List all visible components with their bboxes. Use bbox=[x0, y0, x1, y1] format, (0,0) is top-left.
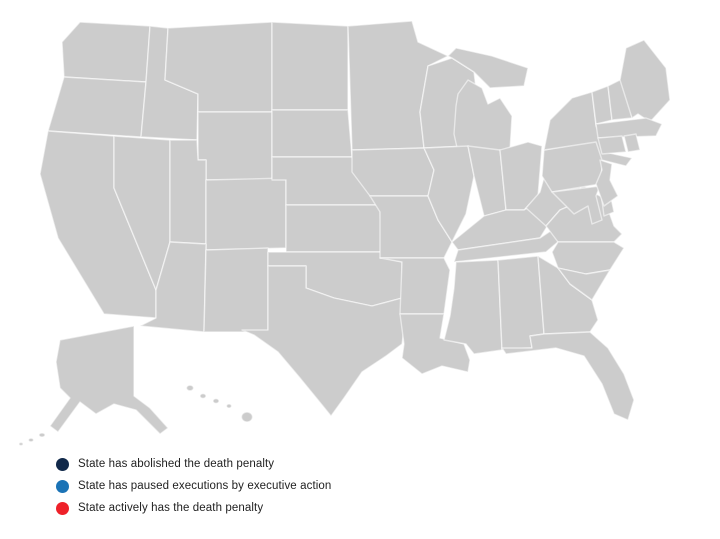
state-ME bbox=[619, 39, 671, 123]
state-FL bbox=[501, 331, 635, 421]
legend-label-active: State actively has the death penalty bbox=[78, 502, 264, 514]
state-HI-island bbox=[199, 393, 207, 400]
state-NM bbox=[203, 247, 269, 333]
state-HI-island bbox=[240, 411, 254, 423]
legend-item-paused: State has paused executions by executive… bbox=[56, 480, 331, 493]
abolished-color-dot bbox=[56, 458, 69, 471]
state-ND bbox=[271, 21, 349, 111]
state-AK bbox=[49, 325, 169, 435]
state-CO bbox=[205, 177, 287, 251]
state-CT bbox=[597, 135, 627, 155]
state-HI-island bbox=[185, 384, 195, 392]
state-IA bbox=[351, 147, 435, 197]
legend-label-abolished: State has abolished the death penalty bbox=[78, 458, 275, 470]
state-AK-aleutian-island bbox=[38, 432, 46, 438]
state-WY bbox=[197, 111, 273, 181]
state-OR bbox=[47, 76, 147, 138]
state-AK-aleutian-island bbox=[27, 437, 35, 443]
state-AK-aleutian-island bbox=[18, 441, 24, 447]
state-WA bbox=[61, 21, 151, 83]
state-HI-island bbox=[212, 398, 220, 405]
legend: State has abolished the death penalty St… bbox=[56, 458, 331, 515]
state-SD bbox=[271, 109, 353, 158]
us-states-map bbox=[18, 20, 671, 447]
state-NJ bbox=[595, 159, 619, 207]
state-MI-upper-peninsula bbox=[447, 47, 529, 89]
legend-label-paused: State has paused executions by executive… bbox=[78, 480, 332, 492]
state-MS bbox=[443, 259, 503, 355]
active-color-dot bbox=[56, 502, 69, 515]
legend-item-abolished: State has abolished the death penalty bbox=[56, 458, 331, 471]
legend-item-active: State actively has the death penalty bbox=[56, 502, 331, 515]
state-SC bbox=[557, 267, 611, 301]
state-TX bbox=[241, 265, 407, 417]
state-MA bbox=[595, 117, 663, 139]
state-AZ bbox=[139, 241, 207, 333]
map-figure bbox=[18, 20, 671, 447]
paused-color-dot bbox=[56, 480, 69, 493]
state-RI bbox=[623, 133, 641, 153]
state-LA bbox=[399, 313, 471, 375]
state-KS bbox=[285, 204, 383, 253]
state-HI-island bbox=[225, 403, 233, 409]
